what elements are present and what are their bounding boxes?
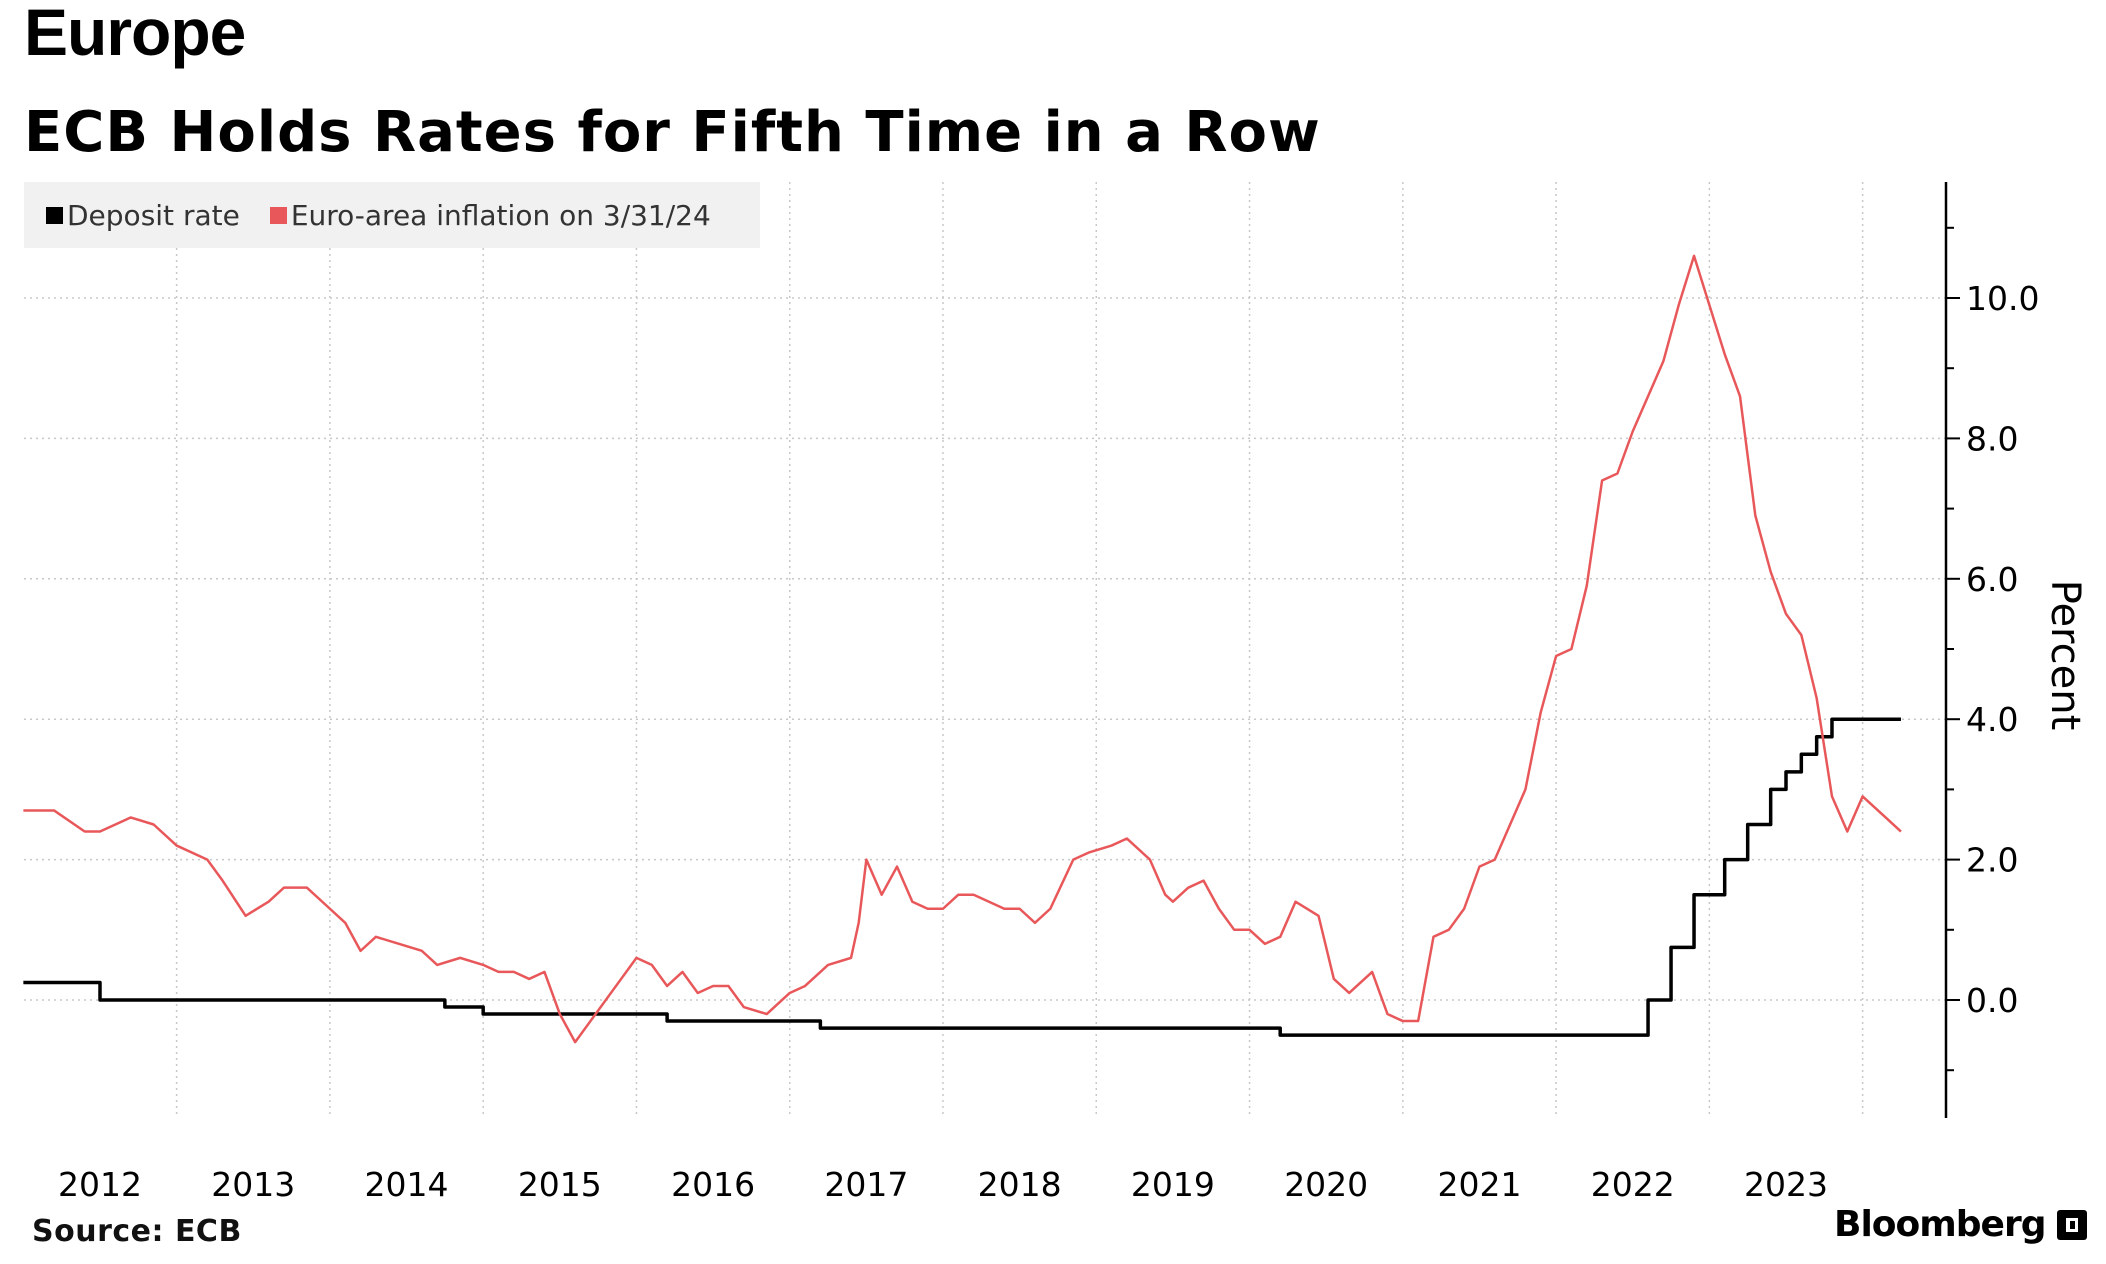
x-axis: 2012 2013 2014 2015 2016 2017 2018 2019 2020 2021… <box>58 1165 1828 1204</box>
x-tick-label: 2023 <box>1744 1165 1828 1204</box>
series <box>23 254 1902 1044</box>
x-tick-label: 2012 <box>58 1165 142 1204</box>
y-tick-label: 2.0 <box>1966 841 2018 880</box>
legend-item-deposit-rate: Deposit rate <box>46 199 240 232</box>
y-tick-label: 6.0 <box>1966 560 2018 599</box>
source-note: Source: ECB <box>32 1214 242 1249</box>
x-tick-label: 2019 <box>1131 1165 1215 1204</box>
y-tick-label: 4.0 <box>1966 700 2018 739</box>
x-tick-label: 2021 <box>1437 1165 1521 1204</box>
grid <box>24 182 1946 1118</box>
legend-item-inflation: Euro-area inflation on 3/31/24 <box>269 198 711 232</box>
x-tick-label: 2022 <box>1591 1165 1675 1204</box>
y-tick-label: 10.0 <box>1966 279 2039 318</box>
brand-logo: Bloomberg <box>1834 1204 2088 1245</box>
x-tick-label: 2015 <box>518 1165 602 1204</box>
y-axis-label: Percent <box>2042 580 2088 731</box>
y-tick-label: 8.0 <box>1966 419 2018 458</box>
legend-swatch-inflation <box>269 206 287 224</box>
bloomberg-terminal-icon <box>2057 1209 2088 1240</box>
section-title: Europe <box>24 0 246 69</box>
legend: Deposit rate Euro-area inflation on 3/31… <box>24 182 760 248</box>
x-tick-label: 2017 <box>824 1165 908 1204</box>
x-tick-label: 2020 <box>1284 1165 1368 1204</box>
series-line-deposit-rate <box>23 717 1901 1037</box>
x-tick-label: 2013 <box>211 1165 295 1204</box>
x-tick-label: 2014 <box>365 1165 449 1204</box>
legend-label: Deposit rate <box>67 198 240 232</box>
x-tick-label: 2018 <box>978 1165 1062 1204</box>
y-axis: 0.0 2.0 4.0 6.0 8.0 10.0 <box>1944 182 2039 1118</box>
y-tick-label: 0.0 <box>1966 981 2018 1020</box>
legend-swatch-deposit-rate <box>46 206 63 224</box>
legend-label: Euro-area inflation on 3/31/24 <box>290 198 711 232</box>
x-tick-label: 2016 <box>671 1165 755 1204</box>
series-line-inflation <box>23 254 1902 1044</box>
brand-name: Bloomberg <box>1834 1204 2046 1245</box>
chart-title: ECB Holds Rates for Fifth Time in a Row <box>24 100 1321 165</box>
